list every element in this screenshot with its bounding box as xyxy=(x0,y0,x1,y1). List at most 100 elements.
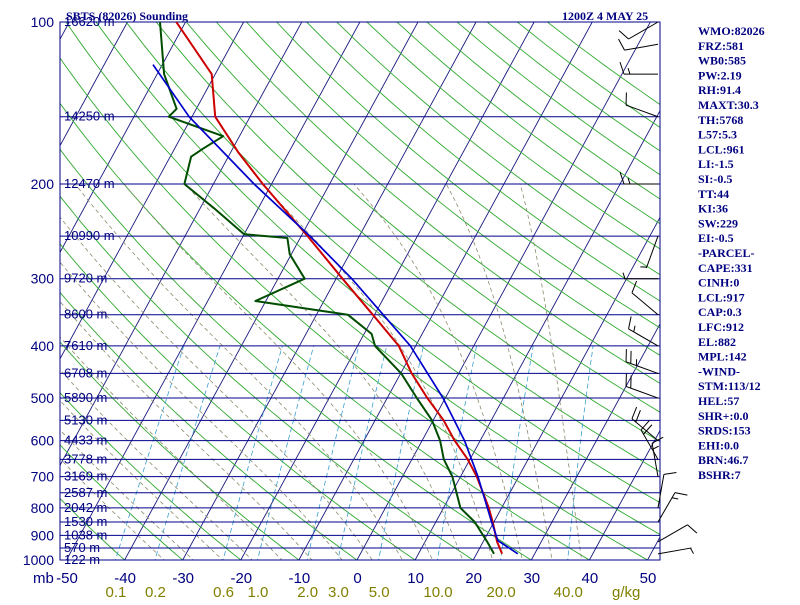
temperature-tick-label: 30 xyxy=(523,570,540,587)
pressure-tick-label: 200 xyxy=(31,176,55,192)
isotherm-line xyxy=(357,22,650,560)
index-line: LI:-1.5 xyxy=(698,157,734,171)
index-line: TT:44 xyxy=(698,187,729,201)
wind-barb xyxy=(626,92,658,116)
dry-adiabat-line xyxy=(547,22,800,571)
index-line: BRN:46.7 xyxy=(698,453,748,467)
plot-frame xyxy=(60,22,660,560)
wind-barb xyxy=(626,349,658,373)
index-line: RH:91.4 xyxy=(698,83,741,97)
mixing-ratio-tick-label: 0.2 xyxy=(145,584,166,600)
index-line: EI:-0.5 xyxy=(698,231,734,245)
index-line: BSHR:7 xyxy=(698,468,741,482)
height-label: 10990 m xyxy=(64,228,115,243)
mixing-ratio-tick-label: 2.0 xyxy=(297,584,318,600)
index-line: SI:-0.5 xyxy=(698,172,732,186)
index-line: LCL:961 xyxy=(698,142,745,156)
wind-barb xyxy=(658,473,676,508)
wind-barb xyxy=(658,493,687,522)
pressure-tick-label: 600 xyxy=(31,433,55,449)
index-line: MAXT:30.3 xyxy=(698,98,759,112)
index-line: LFC:912 xyxy=(698,320,744,334)
height-label: 3778 m xyxy=(64,451,107,466)
chart-title: SBTS (82026) Sounding xyxy=(66,9,188,23)
index-line: PW:2.19 xyxy=(698,68,742,82)
index-line: STM:113/12 xyxy=(698,379,761,393)
indices-panel: WMO:82026FRZ:581WB0:585PW:2.19RH:91.4MAX… xyxy=(698,24,765,482)
temperature-tick-label: -30 xyxy=(172,570,194,587)
index-line: FRZ:581 xyxy=(698,39,744,53)
mixing-ratio-line xyxy=(112,346,184,572)
temperature-tick-label: 0 xyxy=(353,570,361,587)
wind-barb xyxy=(629,317,658,346)
wind-barb xyxy=(658,525,697,542)
mixing-ratio-line xyxy=(152,346,221,572)
wind-barb xyxy=(619,22,658,39)
height-label: 4433 m xyxy=(64,433,107,448)
pressure-tick-label: 100 xyxy=(31,14,55,30)
temperature-tick-label: 10 xyxy=(407,570,424,587)
temperature-tick-label: 50 xyxy=(640,570,657,587)
mixing-ratio-tick-label: 3.0 xyxy=(328,584,349,600)
moist-adiabat-line xyxy=(262,184,496,571)
index-line: EHI:0.0 xyxy=(698,438,739,452)
wind-barb xyxy=(658,548,694,554)
dry-adiabat-line xyxy=(96,22,786,571)
dry-adiabat-line xyxy=(66,22,727,571)
moist-adiabat-line xyxy=(75,184,409,571)
index-line: -WIND- xyxy=(698,364,740,378)
index-line: CAPE:331 xyxy=(698,261,753,275)
index-line: WB0:585 xyxy=(698,54,746,68)
isotherm-line xyxy=(415,22,708,560)
pressure-tick-label: 1000 xyxy=(23,552,54,568)
mixing-ratio-unit-label: g/kg xyxy=(612,584,640,600)
moist-adiabat-line xyxy=(354,184,525,571)
mixing-ratio-line xyxy=(255,346,314,572)
index-line: SW:229 xyxy=(698,216,738,230)
index-line: KI:36 xyxy=(698,202,728,216)
mixing-ratio-tick-label: 0.1 xyxy=(106,584,127,600)
index-line: -PARCEL- xyxy=(698,246,754,260)
index-line: HEL:57 xyxy=(698,394,739,408)
chart-time: 1200Z 4 MAY 25 xyxy=(562,9,648,23)
parcel-profile xyxy=(153,65,518,554)
temperature-tick-label: 20 xyxy=(465,570,482,587)
height-label: 5130 m xyxy=(64,412,107,427)
index-line: CINH:0 xyxy=(698,276,739,290)
height-label: 3169 m xyxy=(64,469,107,484)
isotherm-line xyxy=(531,22,800,560)
mixing-ratio-line xyxy=(567,346,593,572)
moist-adiabat-line xyxy=(446,184,554,571)
height-label: 2042 m xyxy=(64,500,107,515)
index-line: SRDS:153 xyxy=(698,424,751,438)
mixing-ratio-line xyxy=(336,346,387,572)
moist-adiabat-line xyxy=(520,184,583,571)
pressure-tick-label: 500 xyxy=(31,390,55,406)
height-label: 14250 m xyxy=(64,109,115,124)
mixing-ratio-tick-label: 1.0 xyxy=(248,584,269,600)
isotherm-line xyxy=(0,22,11,560)
mixing-ratio-line xyxy=(305,346,359,572)
index-line: WMO:82026 xyxy=(698,24,765,38)
index-line: TH:5768 xyxy=(698,113,743,127)
index-line: SHR+:0.0 xyxy=(698,409,749,423)
height-label: 9720 m xyxy=(64,271,107,286)
pressure-tick-label: 700 xyxy=(31,469,55,485)
mixing-ratio-tick-label: 10.0 xyxy=(423,584,452,600)
height-label: 2587 m xyxy=(64,485,107,500)
index-line: CAP:0.3 xyxy=(698,305,742,319)
mixing-ratio-tick-label: 20.0 xyxy=(487,584,516,600)
moist-adiabat-line xyxy=(185,184,467,571)
temperature-tick-label: 40 xyxy=(582,570,599,587)
pressure-tick-label: 300 xyxy=(31,271,55,287)
index-line: LCL:917 xyxy=(698,290,745,304)
temperature-tick-label: -50 xyxy=(56,570,78,587)
pressure-tick-label: 400 xyxy=(31,338,55,354)
wind-barb xyxy=(632,407,658,441)
height-label: 122 m xyxy=(64,552,100,567)
index-line: MPL:142 xyxy=(698,350,747,364)
isotherm-line xyxy=(299,22,592,560)
height-label: 7610 m xyxy=(64,338,107,353)
